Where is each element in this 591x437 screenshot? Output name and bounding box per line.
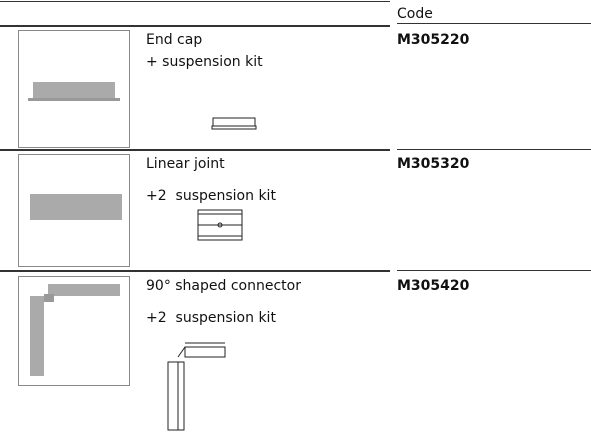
product-name: Linear joint <box>146 156 225 172</box>
product-code: M305220 <box>397 32 470 48</box>
product-kit: + suspension kit <box>146 54 263 70</box>
line-drawing <box>167 117 257 431</box>
photo-shape <box>28 98 120 101</box>
photo-shape <box>30 194 122 220</box>
product-kit: +2 suspension kit <box>146 188 276 204</box>
photo-shape <box>30 296 44 376</box>
product-code: M305420 <box>397 278 470 294</box>
product-kit: +2 suspension kit <box>146 310 276 326</box>
rule <box>397 149 591 150</box>
rule <box>0 149 390 151</box>
product-name: 90° shaped connector <box>146 278 301 294</box>
photo-shape <box>44 294 54 302</box>
rule <box>397 270 591 271</box>
photo-shape <box>33 82 115 98</box>
rule <box>397 23 591 24</box>
rule <box>0 270 390 272</box>
rule <box>0 1 390 2</box>
rule <box>0 25 390 27</box>
product-name: End cap <box>146 32 203 48</box>
photo-shape <box>48 284 120 296</box>
product-code: M305320 <box>397 156 470 172</box>
code-header: Code <box>397 6 433 22</box>
